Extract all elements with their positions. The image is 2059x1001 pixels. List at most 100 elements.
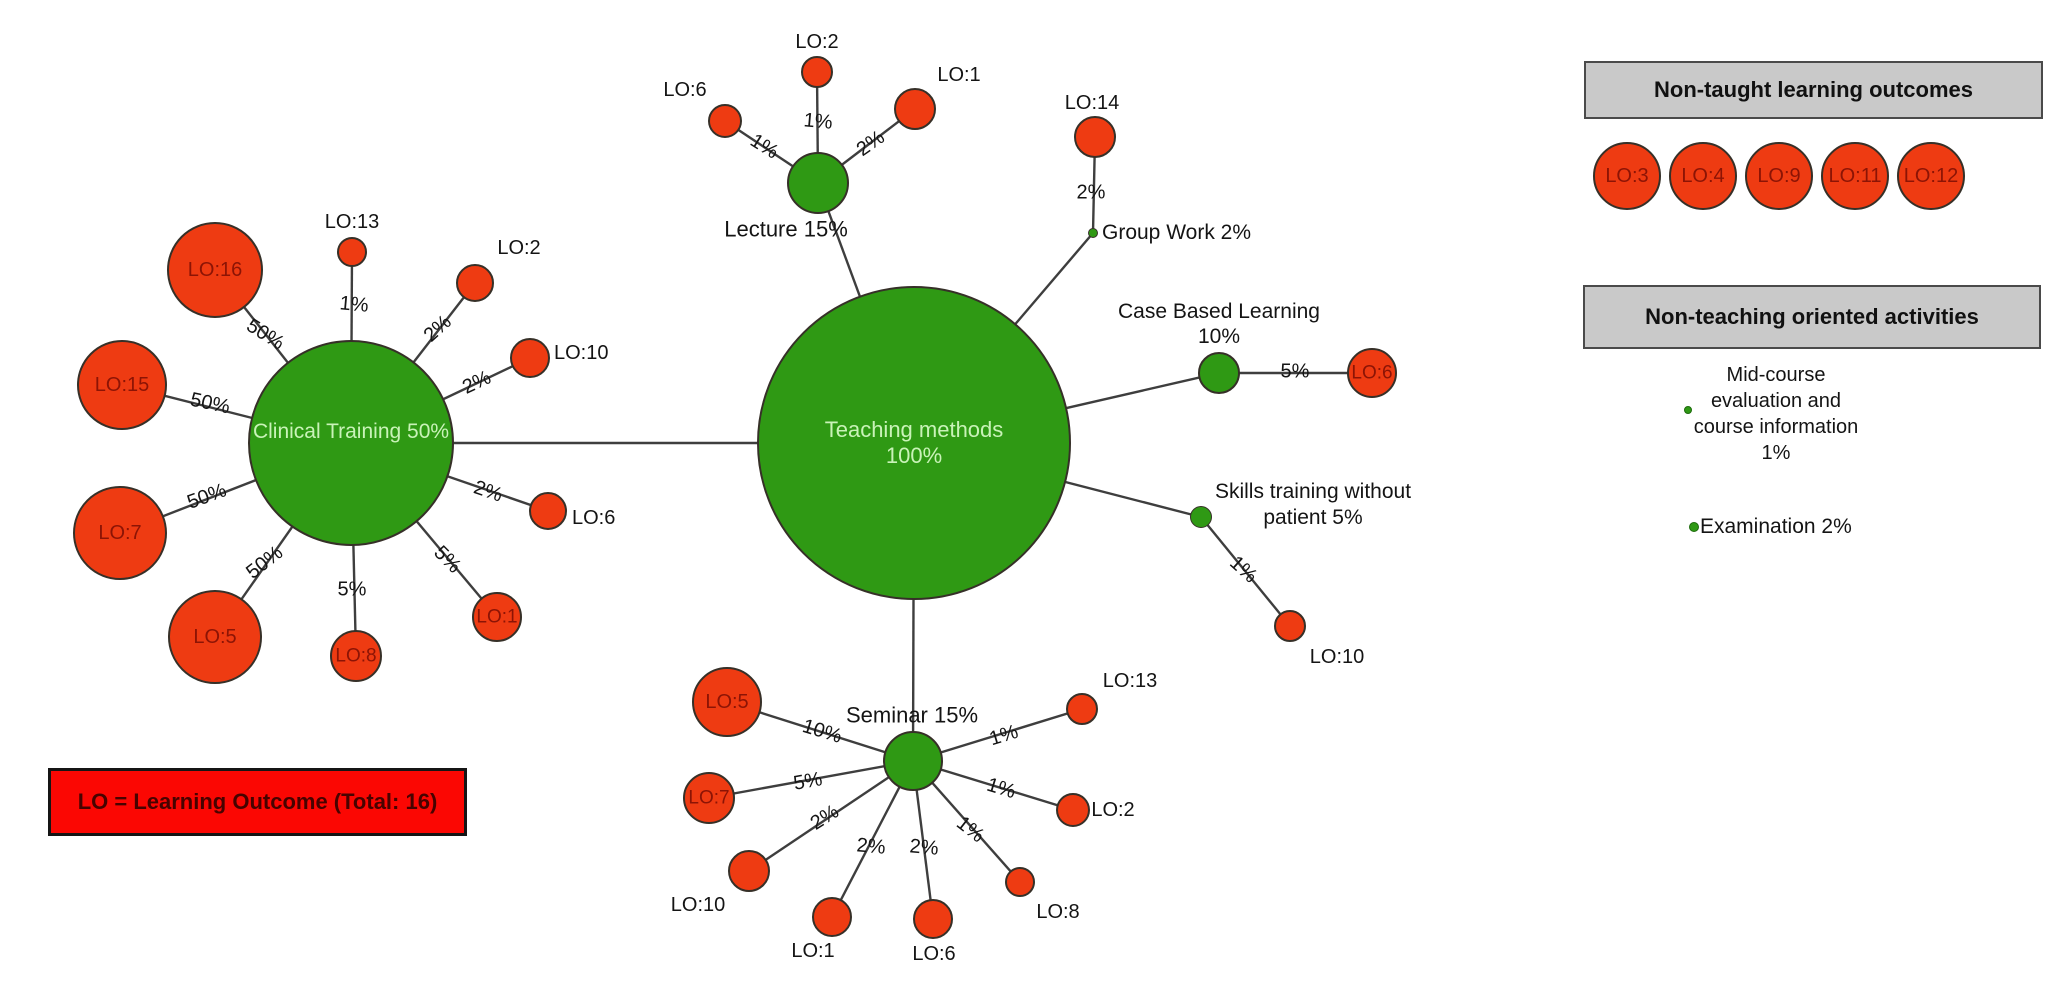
label-line: LO:8 <box>1036 900 1080 923</box>
non-taught-outcomes-row: LO:3 LO:4 LO:9 LO:11 LO:12 <box>1593 142 1965 210</box>
node-seminar <box>883 731 943 791</box>
node-lo10-clinical <box>510 338 550 378</box>
label-clinical-training: Clinical Training 50% <box>253 420 449 444</box>
node-lo7-seminar <box>683 772 735 824</box>
mid-course-text-line: Mid-course <box>1726 364 1826 386</box>
node-lo10-seminar <box>728 850 770 892</box>
label-lo5-clinical: LO:5 <box>193 626 236 648</box>
label-line: LO:6 <box>663 78 707 101</box>
node-teaching-methods <box>757 286 1071 600</box>
label-line: patient 5% <box>1263 506 1363 529</box>
node-lo2-seminar <box>1056 793 1090 827</box>
label-lo5-seminar: LO:5 <box>705 691 748 713</box>
non-taught-header: Non-taught learning outcomes <box>1584 61 2043 119</box>
label-line: Clinical Training 50% <box>252 420 450 444</box>
mid-course-dot-icon <box>1684 406 1692 414</box>
label-group-work: Group Work 2% <box>1102 221 1251 245</box>
label-skills-training-without-patient: Skills training without patient 5% <box>1215 479 1411 531</box>
label-line: LO:2 <box>497 236 541 259</box>
label-line: LO:6 <box>1351 362 1393 384</box>
node-group-work <box>1088 228 1098 238</box>
edge-skills-training-without-patient-to-lo10-skills-training <box>1200 516 1291 627</box>
label-line: Group Work 2% <box>1102 221 1251 245</box>
label-line: LO:13 <box>1102 669 1158 692</box>
edge-label-case-based-learning-to-lo6-case-based-learning: 5% <box>1280 360 1310 383</box>
legend-text: LO = Learning Outcome (Total: 16) <box>77 789 438 814</box>
label-line: Skills training without <box>1214 480 1412 503</box>
node-lo7-clinical <box>73 486 167 580</box>
label-line: LO:16 <box>187 258 243 281</box>
label-line: LO:8 <box>335 645 377 667</box>
label-lo7-seminar: LO:7 <box>688 787 729 808</box>
label-lo1-seminar: LO:1 <box>791 940 834 962</box>
mid-course-text-line: evaluation and <box>1710 390 1842 412</box>
label-lo6-lecture: LO:6 <box>663 79 706 101</box>
label-line: LO:15 <box>94 373 150 396</box>
node-lo16-clinical <box>167 222 263 318</box>
label-line: LO:7 <box>98 521 142 544</box>
node-lo14-group-work <box>1074 116 1116 158</box>
node-lo13-clinical <box>337 237 367 267</box>
label-line: LO:1 <box>791 939 835 962</box>
node-skills-training-without-patient <box>1190 506 1212 528</box>
label-line: LO:2 <box>1091 798 1135 821</box>
label-line: LO:7 <box>688 787 730 809</box>
non-taught-outcome-lo-11: LO:11 <box>1821 142 1889 210</box>
label-line: LO:6 <box>572 506 616 529</box>
node-clinical-training <box>248 340 454 546</box>
label-line: Lecture 15% <box>724 216 848 242</box>
node-lo5-clinical <box>168 590 262 684</box>
label-lo13-seminar: LO:13 <box>1103 670 1157 692</box>
node-lo6-clinical <box>529 492 567 530</box>
edge-label-group-work-to-lo14-group-work: 2% <box>1076 181 1106 204</box>
label-lo10-clinical: LO:10 <box>554 342 608 364</box>
non-taught-outcome-lo-9: LO:9 <box>1745 142 1813 210</box>
label-line: LO:14 <box>1064 91 1120 114</box>
label-line: LO:1 <box>937 63 981 86</box>
node-case-based-learning <box>1198 352 1240 394</box>
examination-text: Examination 2% <box>1700 515 1852 538</box>
label-line: LO:13 <box>324 210 380 233</box>
label-line: LO:10 <box>1309 645 1365 668</box>
edge-seminar-to-lo7-seminar <box>708 759 914 800</box>
label-line: 10% <box>1197 325 1241 348</box>
node-lo2-clinical <box>456 264 494 302</box>
node-lecture <box>787 152 849 214</box>
label-lo2-clinical: LO:2 <box>497 237 540 259</box>
label-line: LO:10 <box>554 341 609 364</box>
node-lo1-seminar <box>812 897 852 937</box>
label-lo7-clinical: LO:7 <box>98 522 141 544</box>
label-line: LO:1 <box>476 606 518 628</box>
mid-course-text-line: course information <box>1693 416 1859 438</box>
label-lo13-clinical: LO:13 <box>325 211 379 233</box>
label-line: LO:5 <box>193 625 237 648</box>
non-taught-outcome-lo-12: LO:12 <box>1897 142 1965 210</box>
edge-label-clinical-training-to-lo8-clinical: 5% <box>337 578 367 601</box>
non-teaching-header: Non-teaching oriented activities <box>1583 285 2041 349</box>
edge-label-seminar-to-lo6-seminar: 2% <box>908 835 940 860</box>
label-lo1-clinical: LO:1 <box>476 606 517 627</box>
mid-course-text-line: 1% <box>1761 442 1791 464</box>
node-lo13-seminar <box>1066 693 1098 725</box>
non-taught-outcome-lo-4: LO:4 <box>1669 142 1737 210</box>
label-line: LO:2 <box>795 30 839 53</box>
label-lo10-skills-training: LO:10 <box>1310 646 1364 668</box>
node-lo6-case-based-learning <box>1347 348 1397 398</box>
label-lo10-seminar: LO:10 <box>671 894 725 916</box>
edge-label-lecture-to-lo2-lecture: 1% <box>802 109 834 134</box>
node-lo8-clinical <box>330 630 382 682</box>
label-line: 100% <box>885 443 943 468</box>
node-lo2-lecture <box>801 56 833 88</box>
label-seminar: Seminar 15% <box>845 702 979 729</box>
non-teaching-title: Non-teaching oriented activities <box>1645 304 1979 329</box>
non-taught-outcome-lo-3: LO:3 <box>1593 142 1661 210</box>
node-lo6-lecture <box>708 104 742 138</box>
label-line: Case Based Learning <box>1118 300 1320 323</box>
edge-label-clinical-training-to-lo13-clinical: 1% <box>338 292 370 317</box>
label-lecture: Lecture 15% <box>724 216 848 243</box>
node-lo5-seminar <box>692 667 762 737</box>
label-line: Seminar 15% <box>845 702 979 728</box>
label-lo1-lecture: LO:1 <box>937 64 980 86</box>
label-teaching-methods: Teaching methods 100% <box>825 417 1004 469</box>
